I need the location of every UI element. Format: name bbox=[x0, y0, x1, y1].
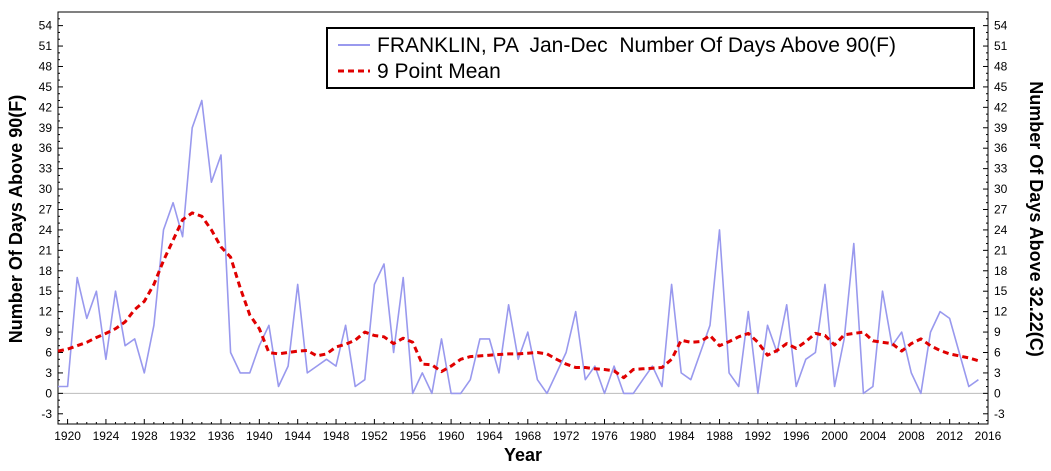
left-tick-label: -3 bbox=[41, 407, 52, 421]
x-tick-label: 2004 bbox=[860, 429, 887, 443]
left-tick-label: 48 bbox=[39, 59, 53, 73]
left-tick-label: 6 bbox=[45, 345, 52, 359]
right-tick-label: 0 bbox=[994, 386, 1001, 400]
x-tick-label: 1956 bbox=[399, 429, 426, 443]
right-tick-label: 48 bbox=[994, 59, 1008, 73]
x-tick-label: 1928 bbox=[131, 429, 158, 443]
right-tick-label: 51 bbox=[994, 39, 1008, 53]
series-layer bbox=[57, 99, 979, 395]
left-tick-label: 27 bbox=[39, 202, 53, 216]
x-axis-title: Year bbox=[504, 445, 542, 465]
y-axis-title-right: Number Of Days Above 32.22(C) bbox=[1026, 81, 1046, 356]
left-tick-label: 3 bbox=[45, 366, 52, 380]
left-tick-label: 42 bbox=[39, 100, 53, 114]
right-tick-label: 42 bbox=[994, 100, 1008, 114]
left-tick-label: 21 bbox=[39, 243, 53, 257]
right-tick-label: 24 bbox=[994, 223, 1008, 237]
x-tick-label: 2008 bbox=[898, 429, 925, 443]
right-tick-label: 12 bbox=[994, 305, 1008, 319]
x-tick-label: 1984 bbox=[668, 429, 695, 443]
right-tick-label: 18 bbox=[994, 264, 1008, 278]
y-axis-title: Number Of Days Above 90(F) bbox=[6, 95, 26, 343]
left-tick-label: 24 bbox=[39, 223, 53, 237]
x-tick-label: 1924 bbox=[93, 429, 120, 443]
legend-label-observed: FRANKLIN, PA Jan-Dec Number Of Days Abov… bbox=[377, 34, 896, 57]
left-tick-label: 54 bbox=[39, 19, 53, 33]
right-tick-label: 21 bbox=[994, 243, 1008, 257]
legend-label-mean: 9 Point Mean bbox=[377, 60, 501, 83]
left-tick-label: 12 bbox=[39, 305, 53, 319]
right-tick-label: 15 bbox=[994, 284, 1008, 298]
left-tick-label: 36 bbox=[39, 141, 53, 155]
x-tick-label: 1940 bbox=[246, 429, 273, 443]
left-tick-label: 45 bbox=[39, 80, 53, 94]
left-tick-label: 30 bbox=[39, 182, 53, 196]
x-tick-label: 1944 bbox=[284, 429, 311, 443]
x-tick-label: 1948 bbox=[323, 429, 350, 443]
plot-border bbox=[57, 11, 989, 425]
right-tick-label: 36 bbox=[994, 141, 1008, 155]
legend: FRANKLIN, PA Jan-Dec Number Of Days Abov… bbox=[326, 27, 975, 89]
x-tick-label: 1996 bbox=[783, 429, 810, 443]
x-tick-label: 1968 bbox=[514, 429, 541, 443]
x-tick-label: 1920 bbox=[54, 429, 81, 443]
right-tick-label: 45 bbox=[994, 80, 1008, 94]
x-tick-label: 1972 bbox=[553, 429, 580, 443]
left-tick-label: 18 bbox=[39, 264, 53, 278]
series-line-9-point-mean bbox=[57, 211, 979, 380]
right-tick-label: 30 bbox=[994, 182, 1008, 196]
right-tick-label: 3 bbox=[994, 366, 1001, 380]
x-tick-label: 1980 bbox=[629, 429, 656, 443]
x-tick-label: 1988 bbox=[706, 429, 733, 443]
plot-frame bbox=[57, 11, 989, 425]
left-tick-label: 51 bbox=[39, 39, 53, 53]
right-tick-label: 33 bbox=[994, 162, 1008, 176]
x-tick-label: 1932 bbox=[169, 429, 196, 443]
right-tick-label: 9 bbox=[994, 325, 1001, 339]
x-tick-label: 2012 bbox=[936, 429, 963, 443]
x-tick-label: 1964 bbox=[476, 429, 503, 443]
left-tick-label: 39 bbox=[39, 121, 53, 135]
right-tick-label: 54 bbox=[994, 19, 1008, 33]
x-tick-label: 2000 bbox=[821, 429, 848, 443]
x-tick-label: 1992 bbox=[745, 429, 772, 443]
x-tick-label: 1976 bbox=[591, 429, 618, 443]
series-line-observed bbox=[58, 99, 979, 395]
left-tick-label: 0 bbox=[45, 386, 52, 400]
right-tick-label: 27 bbox=[994, 202, 1008, 216]
left-tick-label: 15 bbox=[39, 284, 53, 298]
x-tick-label: 1952 bbox=[361, 429, 388, 443]
x-tick-label: 1936 bbox=[208, 429, 235, 443]
left-tick-label: 9 bbox=[45, 325, 52, 339]
right-tick-label: 6 bbox=[994, 345, 1001, 359]
right-tick-label: -3 bbox=[994, 407, 1005, 421]
x-axis-ticks: 1920 1924 1928 1932 1936 1940 1944 1948 1952 1956… bbox=[54, 419, 1002, 443]
x-tick-label: 1960 bbox=[438, 429, 465, 443]
x-tick-label: 2016 bbox=[975, 429, 1002, 443]
right-tick-label: 39 bbox=[994, 121, 1008, 135]
legend-box bbox=[326, 27, 975, 89]
left-tick-label: 33 bbox=[39, 162, 53, 176]
